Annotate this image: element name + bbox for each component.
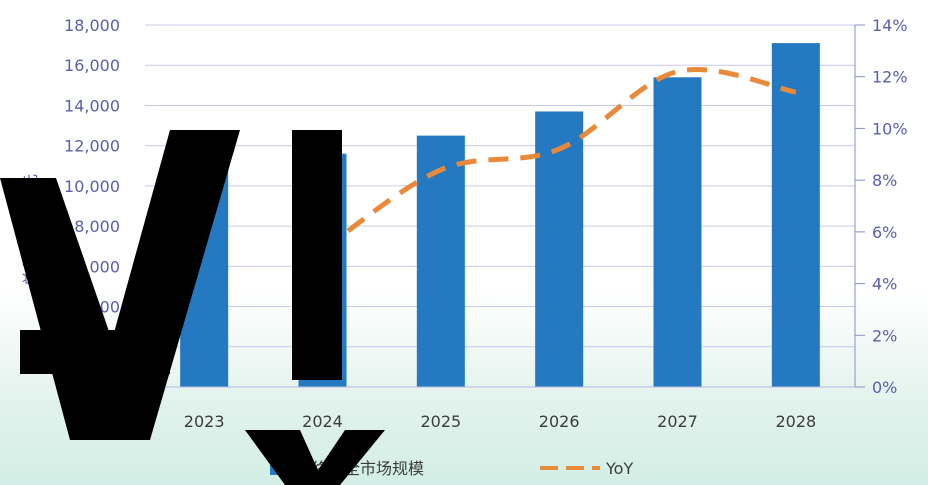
y-tick-label: 18,000 (64, 16, 120, 35)
y2-tick-label: 2% (872, 326, 897, 345)
grid-lines (145, 24, 855, 388)
y2-tick-label: 4% (872, 275, 897, 294)
y2-tick-label: 12% (872, 68, 908, 87)
x-tick-label: 2028 (775, 412, 816, 431)
y2-tick-label: 14% (872, 16, 908, 35)
x-tick-label: 2026 (539, 412, 580, 431)
right-axis: 0% 2% 4% 6% 8% 10% 12% 14% (854, 16, 908, 397)
x-tick-label: 2024 (302, 412, 343, 431)
bar (535, 111, 584, 387)
bar (416, 135, 465, 387)
y-tick-label: 8,000 (74, 217, 120, 236)
y2-tick-label: 8% (872, 171, 897, 190)
yoy-line (321, 67, 797, 253)
bar-series (180, 43, 820, 388)
y-tick-label: 12,000 (64, 137, 120, 156)
x-tick-label: 2027 (657, 412, 698, 431)
y-tick-label: 16,000 (64, 56, 120, 75)
y2-tick-label: 10% (872, 119, 908, 138)
x-tick-label: 2023 (184, 412, 225, 431)
legend-line-label: YoY (605, 459, 633, 478)
y-tick-label: 14,000 (64, 96, 120, 115)
bar (771, 43, 820, 387)
y2-tick-label: 0% (872, 378, 897, 397)
y-tick-label: 4,000 (74, 298, 120, 317)
bar (298, 153, 347, 387)
legend-bar-swatch (270, 461, 288, 475)
left-axis: 0 2,000 4,000 6,000 8,000 10,000 12,000 14,000 1… (64, 16, 120, 397)
x-axis: 2023 2024 2025 2026 2027 2028 (145, 386, 855, 431)
y-tick-label: 2,000 (74, 338, 120, 357)
yoy-line-series (321, 67, 797, 253)
bar (180, 165, 229, 387)
x-tick-label: 2025 (420, 412, 461, 431)
y-tick-label: 10,000 (64, 177, 120, 196)
y2-tick-label: 6% (872, 223, 897, 242)
bar (653, 77, 702, 388)
legend-bar-label: 网络安全市场规模 (296, 459, 424, 478)
y-tick-label: 6,000 (74, 257, 120, 276)
legend: 网络安全市场规模 YoY (270, 459, 633, 478)
y-axis-label: 单位：百万美元 (21, 174, 40, 286)
y-tick-label: 0 (110, 378, 120, 397)
